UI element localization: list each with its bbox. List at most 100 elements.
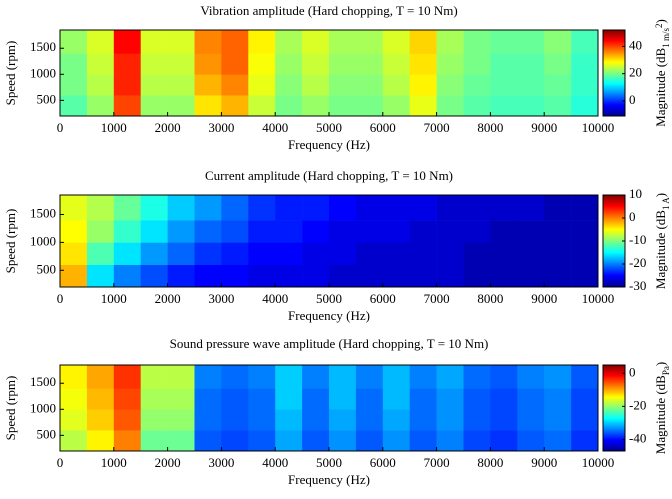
heatmap-cell [490,220,518,243]
heatmap-cell [544,242,572,265]
heatmap-cell [194,74,222,96]
heatmap-cell [60,242,88,265]
heatmap-cell [221,195,249,221]
heatmap-cell [490,242,518,265]
heatmap-cell [355,264,384,288]
heatmap-cell [140,195,168,221]
colorbar-label-end: ) [653,19,668,23]
heatmap-cell [248,430,276,452]
heatmap-cell [329,430,357,452]
heatmap-cell [544,430,572,452]
heatmap-cell [302,409,330,431]
heatmap-cell [490,430,518,452]
colorbar-label: Magnitude (dB1 m/s2) [653,19,671,127]
x-tick-label: 1000 [101,455,127,470]
heatmap-cell [571,388,599,410]
x-tick-label: 6000 [370,291,396,306]
heatmap-cell [86,430,115,452]
heatmap-cell [382,30,410,54]
heatmap-cell [409,409,437,431]
colorbar-tick-label: -30 [629,278,646,293]
x-tick-label: 0 [57,291,64,306]
y-axis-label: Speed (rpm) [3,209,18,274]
heatmap-cell [490,409,518,431]
heatmap-cell [86,195,115,221]
heatmap-cell [382,264,410,288]
heatmap-cell [248,53,276,75]
heatmap-cell [140,30,168,54]
heatmap-cell [382,220,410,243]
heatmap-cell [221,95,249,117]
heatmap-cell [113,388,141,410]
heatmap-cell [275,264,303,288]
x-tick-label: 0 [57,455,64,470]
heatmap-cell [194,409,222,431]
heatmap-cell [436,264,464,288]
heatmap-cell [517,95,545,117]
y-tick-label: 1500 [30,374,56,389]
colorbar-label-end: ) [653,193,668,197]
heatmap-cell [544,220,572,243]
colorbar-tick-label: 20 [629,65,642,80]
heatmap-cell [571,30,599,54]
heatmap-cell [167,388,195,410]
heatmap-cell [490,74,518,96]
colorbar-label-sub: 1 A [661,197,671,210]
heatmap-cell [140,388,168,410]
y-tick-label: 500 [37,91,57,106]
heatmap-cell [517,74,545,96]
heatmap-cell [571,430,599,452]
heatmap-cell [86,53,115,75]
x-tick-label: 8000 [477,291,503,306]
heatmap-cell [463,220,491,243]
heatmap-cell [329,30,357,54]
heatmap-cell [409,74,437,96]
heatmap-cell [355,74,384,96]
heatmap-cell [248,365,276,389]
colorbar-label-sub: 1 m/s [661,28,671,48]
colorbar [602,194,626,288]
heatmap-cell [167,95,195,117]
x-tick-label: 10000 [582,291,615,306]
x-axis-label: Frequency (Hz) [288,308,370,323]
colorbar-tick-label: 0 [629,364,636,379]
heatmap-cell [463,30,491,54]
heatmap-cell [382,365,410,389]
heatmap-cell [167,53,195,75]
heatmap-cell [140,220,168,243]
heatmap-cell [490,95,518,117]
heatmap-cell [436,220,464,243]
colorbar-tick-label: -10 [629,232,646,247]
x-tick-label: 5000 [316,455,342,470]
heatmap-cell [355,430,384,452]
heatmap-cell [86,388,115,410]
heatmap-cell [382,430,410,452]
heatmap-cell [463,53,491,75]
x-tick-label: 10000 [582,455,615,470]
heatmap-cell [60,264,88,288]
heatmap-cell [463,409,491,431]
y-tick-label: 500 [37,426,57,441]
heatmap-cell [194,430,222,452]
heatmap-cell [517,242,545,265]
heatmap-cell [194,53,222,75]
heatmap-cell [463,388,491,410]
heatmap-cell [60,53,88,75]
x-tick-label: 2000 [155,120,181,135]
heatmap-cell [302,95,330,117]
heatmap-cell [113,74,141,96]
heatmap-cell [329,365,357,389]
heatmap-cell [544,53,572,75]
colorbar-tick-label: -40 [629,430,646,445]
heatmap-cell [113,242,141,265]
heatmap-cell [302,53,330,75]
colorbar-tick-label: 0 [629,209,636,224]
heatmap-cell [382,195,410,221]
x-tick-label: 4000 [262,291,288,306]
x-tick-label: 5000 [316,120,342,135]
heatmap-cell [463,365,491,389]
heatmap-cell [86,74,115,96]
heatmap-cell [113,365,141,389]
heatmap-cell [463,74,491,96]
heatmap-cell [517,220,545,243]
